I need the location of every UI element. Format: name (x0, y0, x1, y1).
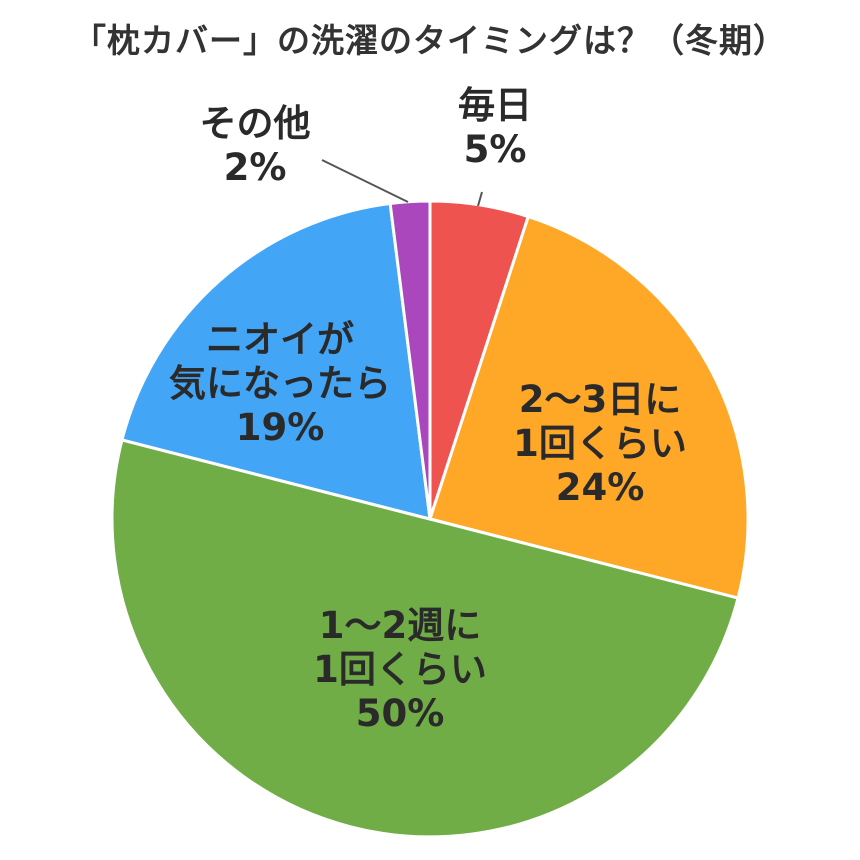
pie-slice (428, 214, 750, 600)
slice-label: 1〜2週に 1回くらい 50% (313, 604, 487, 735)
slice-category-label: 2〜3日に (519, 378, 682, 421)
slice-value-label: 5% (464, 128, 527, 171)
slice-label: 毎日 5% (458, 84, 532, 171)
leader-line (477, 191, 483, 207)
slice-value-label: 19% (236, 406, 325, 449)
slice-label: 2〜3日に 1回くらい 24% (513, 378, 687, 509)
slice-category-label: 1回くらい (313, 648, 487, 691)
slice-category-label: その他 (200, 102, 311, 145)
slice-label: ニオイが気になったら 19% (169, 318, 391, 449)
slice-value-label: 50% (356, 692, 445, 735)
slice-category-label: 毎日 (458, 84, 532, 127)
chart-title: 「枕カバー」の洗濯のタイミングは？（冬期） (73, 21, 787, 60)
slice-value-label: 24% (556, 466, 645, 509)
slice-value-label: 2% (224, 146, 287, 189)
pie-slice (120, 201, 432, 522)
leader-line (321, 159, 409, 203)
slice-category-label: 1〜2週に (319, 604, 482, 647)
slice-label: その他 2% (200, 102, 311, 189)
pie-slice (110, 438, 740, 838)
slice-category-label: 1回くらい (513, 422, 687, 465)
slice-category-label: 気になったら (169, 362, 391, 405)
slice-category-label: ニオイが (206, 318, 354, 361)
pie-slice (388, 199, 432, 520)
